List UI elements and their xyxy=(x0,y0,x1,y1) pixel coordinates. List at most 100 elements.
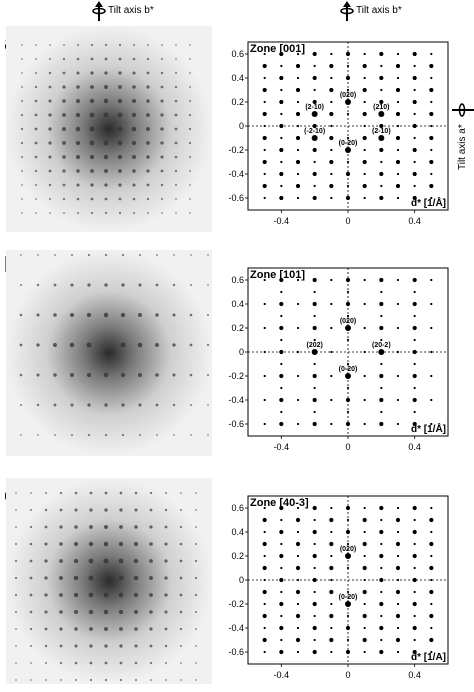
diffraction-spot xyxy=(179,610,183,614)
diffraction-spot xyxy=(120,312,126,318)
diffraction-spot xyxy=(206,343,210,347)
diffraction-spot xyxy=(104,71,108,75)
lattice-spot xyxy=(312,649,317,655)
lattice-spot xyxy=(412,51,417,57)
diffraction-spot xyxy=(62,71,66,75)
diffraction-spot xyxy=(89,508,93,512)
lattice-spot xyxy=(263,506,266,510)
diffraction-spot xyxy=(118,211,122,215)
diffraction-spot xyxy=(146,155,150,159)
lattice-spot xyxy=(395,111,401,117)
diffraction-spot xyxy=(89,98,95,104)
lattice-spot xyxy=(363,422,366,426)
lattice-spot xyxy=(346,314,350,318)
diffraction-spot xyxy=(86,342,92,348)
lattice-spot xyxy=(330,196,333,200)
diffraction-spot xyxy=(74,661,78,665)
lattice-spot xyxy=(363,530,366,534)
lattice-spot xyxy=(330,278,333,282)
lattice-spot xyxy=(279,397,284,403)
diffraction-spot xyxy=(59,627,63,631)
lattice-spot xyxy=(329,541,334,547)
zone-plot-c: (020) (0-20) 0.6 0.4 0.2 0 -0.2 -0.4 -0.6 -0.4 0 0.… xyxy=(218,478,468,687)
diffraction-spot xyxy=(59,559,63,563)
diffraction-spot xyxy=(103,112,109,118)
lattice-spot xyxy=(296,124,300,128)
lattice-spot xyxy=(296,76,300,80)
diffraction-spot xyxy=(155,373,159,377)
diffraction-spot xyxy=(54,434,56,436)
lattice-spot xyxy=(329,517,334,523)
lattice-spot xyxy=(263,148,266,152)
diffraction-spot xyxy=(59,542,63,546)
diffraction-spot xyxy=(189,44,191,46)
lattice-spot xyxy=(263,578,266,582)
lattice-spot xyxy=(330,100,333,104)
diffraction-spot xyxy=(104,661,108,665)
diffraction-spot xyxy=(29,644,33,648)
lattice-spot xyxy=(346,338,350,342)
lattice-spot xyxy=(295,517,301,523)
diffraction-spot xyxy=(90,183,94,187)
diffraction-spot xyxy=(29,576,33,580)
lattice-spot xyxy=(313,362,316,366)
diffraction-spot xyxy=(138,253,142,257)
diffraction-spot xyxy=(118,575,124,581)
diffraction-spot xyxy=(132,43,136,47)
lattice-spot xyxy=(362,63,367,69)
diffraction-spot xyxy=(20,434,22,436)
diffraction-spot xyxy=(86,372,92,378)
lattice-spot xyxy=(363,602,366,606)
lattice-spot xyxy=(345,195,351,201)
diffraction-spot xyxy=(117,126,123,132)
diffraction-spot xyxy=(104,197,108,201)
lattice-spot xyxy=(262,541,267,547)
diffraction-spot xyxy=(21,44,23,46)
diffraction-spot xyxy=(164,542,168,546)
diffraction-spot xyxy=(132,57,136,61)
diffraction-spot xyxy=(30,662,32,664)
diffraction-spot xyxy=(179,525,183,529)
diffraction-spot xyxy=(19,313,23,317)
diffraction-spot xyxy=(34,99,38,103)
diffraction-spot xyxy=(21,170,23,172)
lattice-spot xyxy=(380,386,383,390)
diffraction-spot xyxy=(188,155,192,159)
diffraction-spot xyxy=(69,312,75,318)
lattice-spot xyxy=(296,278,300,282)
lattice-spot xyxy=(430,422,433,426)
lattice-spot xyxy=(430,172,433,176)
diffraction-spot xyxy=(103,541,109,547)
diffraction-spot xyxy=(59,576,63,580)
diffraction-spot xyxy=(172,373,176,377)
diffraction-spot xyxy=(147,212,149,214)
diffraction-spot xyxy=(104,211,108,215)
diffraction-spot xyxy=(20,141,24,145)
diffraction-spot xyxy=(34,85,38,89)
diffraction-spot xyxy=(89,154,95,160)
lattice-spot xyxy=(380,314,383,318)
lattice-spot xyxy=(295,565,301,571)
lattice-spot xyxy=(396,350,400,354)
lattice-spot xyxy=(263,100,266,104)
lattice-spot xyxy=(313,88,316,92)
lattice-spot xyxy=(280,542,283,546)
lattice-spot xyxy=(396,374,400,378)
x-tick-label: 0.4 xyxy=(408,216,421,226)
diffraction-spot xyxy=(75,154,81,160)
lattice-spot xyxy=(330,530,333,534)
diffraction-spot xyxy=(90,57,94,61)
lattice-spot xyxy=(296,554,300,558)
lattice-spot xyxy=(280,518,283,522)
lattice-spot xyxy=(313,314,316,318)
lattice-spot xyxy=(345,277,351,283)
diffraction-spot xyxy=(146,99,150,103)
lattice-spot xyxy=(363,100,366,104)
lattice-spot xyxy=(363,148,366,152)
diffraction-spot xyxy=(104,678,108,682)
lattice-spot xyxy=(263,350,266,354)
lattice-spot xyxy=(396,124,400,128)
diffraction-spot xyxy=(88,592,94,598)
diffraction-spot xyxy=(48,99,52,103)
lattice-spot xyxy=(413,338,416,342)
